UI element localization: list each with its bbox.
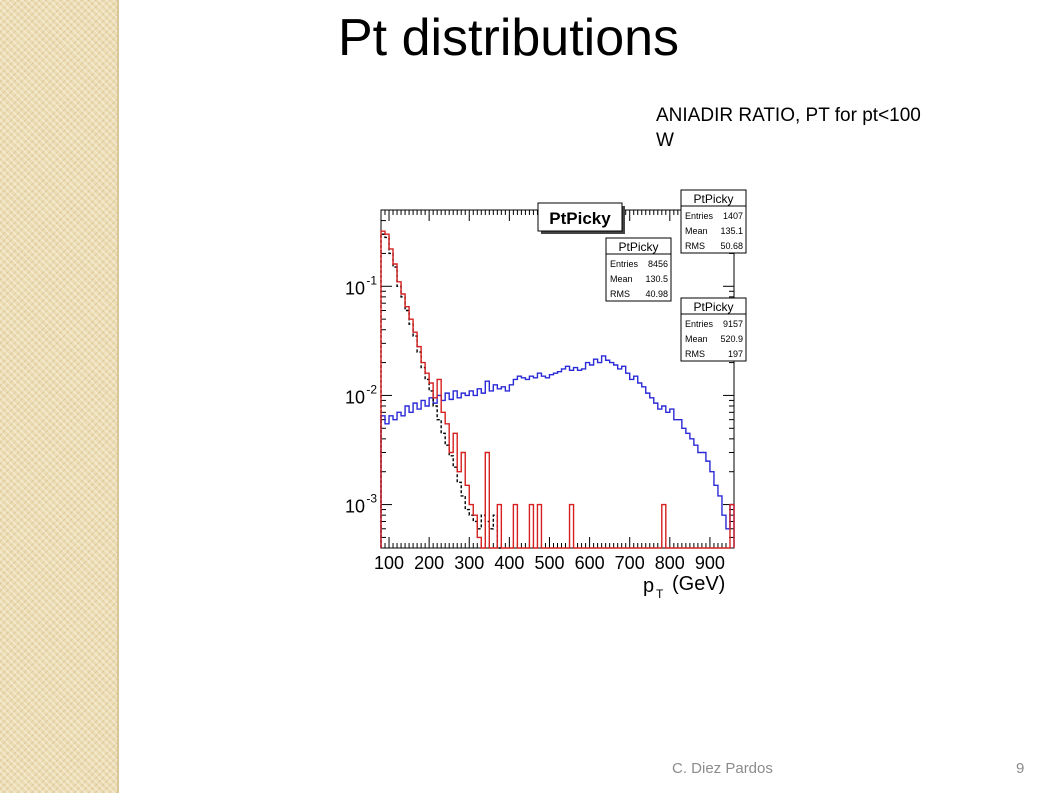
histogram-series-2 bbox=[380, 230, 735, 549]
stat-label: RMS bbox=[685, 241, 705, 251]
stat-label: RMS bbox=[610, 289, 630, 299]
x-tick-label: 400 bbox=[494, 553, 524, 573]
stat-box-frame bbox=[680, 297, 747, 362]
y-tick-exponent: -1 bbox=[366, 273, 377, 287]
stat-value: 135.1 bbox=[720, 226, 743, 236]
slide-subtitle: ANIADIR RATIO, PT for pt<100 W bbox=[656, 105, 921, 151]
x-tick-label: 800 bbox=[655, 553, 685, 573]
stat-box-title: PtPicky bbox=[693, 300, 733, 314]
x-tick-label: 100 bbox=[374, 553, 404, 573]
y-tick-label: 10 -3 bbox=[345, 492, 377, 517]
stat-label: Mean bbox=[610, 274, 633, 284]
stat-box-frame bbox=[680, 189, 747, 254]
stat-box-title: PtPicky bbox=[618, 240, 658, 254]
x-tick-label: 900 bbox=[695, 553, 725, 573]
x-label-unit: (GeV) bbox=[672, 573, 725, 595]
x-tick-label: 600 bbox=[575, 553, 605, 573]
stat-value: 9157 bbox=[723, 319, 743, 329]
stat-label: Entries bbox=[685, 319, 714, 329]
stat-box: PtPicky Entries 1407 Mean 135.1 RMS 50.68 bbox=[680, 189, 747, 254]
x-label-main: p bbox=[643, 575, 654, 597]
stat-label: Mean bbox=[685, 334, 708, 344]
stat-label: RMS bbox=[685, 349, 705, 359]
x-tick-label: 700 bbox=[615, 553, 645, 573]
title-box-frame bbox=[537, 202, 623, 232]
x-label-subscript: T bbox=[656, 587, 664, 601]
stat-box: PtPicky Entries 9157 Mean 520.9 RMS 197 bbox=[680, 297, 747, 362]
footer-author: C. Diez Pardos bbox=[672, 760, 773, 777]
x-tick-label: 200 bbox=[414, 553, 444, 573]
stat-value: 520.9 bbox=[720, 334, 743, 344]
y-tick-exponent: -2 bbox=[366, 382, 377, 396]
stat-box: PtPicky Entries 8456 Mean 130.5 RMS 40.98 bbox=[605, 237, 672, 302]
plot-frame bbox=[380, 209, 735, 549]
stat-value: 1407 bbox=[723, 211, 743, 221]
chart-title: PtPicky bbox=[549, 209, 611, 228]
slide-title: Pt distributions bbox=[338, 9, 680, 67]
stat-label: Entries bbox=[610, 259, 639, 269]
chart-title-box: PtPicky bbox=[537, 202, 625, 234]
x-axis: 100 200 300 400 500 600 700 800 900 bbox=[374, 210, 735, 573]
decorative-sidebar bbox=[0, 0, 119, 793]
stat-label: Mean bbox=[685, 226, 708, 236]
y-tick-base: 10 bbox=[345, 278, 365, 298]
histogram-series-0 bbox=[380, 355, 735, 548]
stat-value: 50.68 bbox=[720, 241, 743, 251]
stat-value: 40.98 bbox=[645, 289, 668, 299]
stat-label: Entries bbox=[685, 211, 714, 221]
stat-box-title: PtPicky bbox=[693, 192, 733, 206]
y-axis: 10-110-210-3 bbox=[345, 209, 734, 549]
page-number: 9 bbox=[1016, 760, 1025, 777]
stat-value: 130.5 bbox=[645, 274, 668, 284]
stat-value: 8456 bbox=[648, 259, 668, 269]
y-tick-base: 10 bbox=[345, 387, 365, 407]
stat-value: 197 bbox=[728, 349, 743, 359]
y-tick-label: 10 -2 bbox=[345, 382, 377, 407]
y-tick-base: 10 bbox=[345, 497, 365, 517]
x-tick-label: 300 bbox=[454, 553, 484, 573]
y-tick-exponent: -3 bbox=[366, 492, 377, 506]
x-axis-label: p T (GeV) bbox=[643, 573, 725, 601]
y-tick-label: 10 -1 bbox=[345, 273, 377, 298]
x-tick-label: 500 bbox=[534, 553, 564, 573]
stat-box-frame bbox=[605, 237, 672, 302]
